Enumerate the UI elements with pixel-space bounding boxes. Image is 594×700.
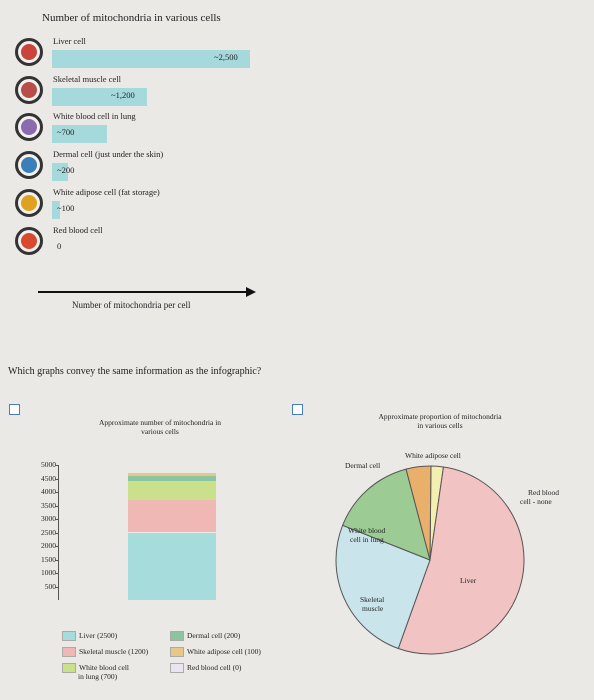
dermal-cell-icon xyxy=(15,151,43,179)
liver-cell-icon xyxy=(15,38,43,66)
red-blood-cell-icon-core xyxy=(21,233,37,249)
infographic-row-value: ~700 xyxy=(57,127,75,137)
legend-label: Skeletal muscle (1200) xyxy=(79,647,149,656)
infographic-bar xyxy=(52,50,250,68)
pie-label-adipose: White adipose cell xyxy=(405,451,461,460)
bar-segment xyxy=(128,475,216,482)
pie-label-wbc-2: cell in lung xyxy=(350,535,384,544)
bar-y-tick-label: 1500 xyxy=(41,554,56,564)
legend-label: Liver (2500) xyxy=(79,631,118,640)
legend-item: in lung (700) xyxy=(78,672,117,681)
bar-y-tick-label: 2500 xyxy=(41,527,56,537)
bar-segment xyxy=(128,532,216,600)
infographic-row-value: ~2,500 xyxy=(214,52,238,62)
pie-label-dermal: Dermal cell xyxy=(345,461,381,470)
legend-swatch xyxy=(170,647,184,657)
infographic-row-value: 0 xyxy=(57,241,62,251)
infographic-row-value: ~1,200 xyxy=(111,90,135,100)
dermal-cell-icon-core xyxy=(21,157,37,173)
adipose-cell-icon xyxy=(15,189,43,217)
bar-y-tick-label: 4000 xyxy=(41,487,56,496)
infographic-row-label: White adipose cell (fat storage) xyxy=(53,187,160,197)
bar-segment xyxy=(128,473,216,476)
bar-y-tick-label: 3000 xyxy=(41,514,56,523)
bar-y-tick-label: 5000 xyxy=(41,460,56,469)
option-1-checkbox[interactable] xyxy=(9,404,20,415)
pie-label-muscle-1: Skeletal xyxy=(360,595,385,604)
infographic-bar xyxy=(52,163,68,181)
infographic-row-label: Skeletal muscle cell xyxy=(53,74,121,84)
legend-label: White adipose cell (100) xyxy=(187,647,261,656)
pie-label-liver: Liver xyxy=(460,576,477,585)
pie-slice xyxy=(341,468,431,561)
legend-item: Skeletal muscle (1200) xyxy=(62,647,148,657)
bar-segment xyxy=(128,481,216,501)
pie-chart xyxy=(335,465,525,655)
bar-y-tick xyxy=(55,478,59,480)
pie-chart-title: Approximate proportion of mitochondria i… xyxy=(378,412,502,430)
legend-swatch xyxy=(62,663,76,673)
infographic-row-label: White blood cell in lung xyxy=(53,111,136,121)
infographic-row-label: Liver cell xyxy=(53,36,86,46)
legend-label: White blood cell xyxy=(79,663,129,672)
legend-item: Dermal cell (200) xyxy=(170,631,240,641)
question-text: Which graphs convey the same information… xyxy=(8,366,262,377)
muscle-cell-icon xyxy=(15,76,43,104)
pie-slice xyxy=(405,465,432,561)
bar-segment xyxy=(128,500,216,533)
bar-y-tick xyxy=(55,573,59,574)
infographic-bar xyxy=(52,125,107,143)
bar-y-tick-label: 4500 xyxy=(41,473,56,483)
pie-label-red-1: Red blood xyxy=(528,488,560,497)
bar-y-tick-label: 2000 xyxy=(41,541,56,550)
infographic-bar xyxy=(52,88,147,106)
pie-label-muscle-2: muscle xyxy=(362,604,384,613)
bar-y-tick-label: 500 xyxy=(44,581,56,591)
legend-label: Dermal cell (200) xyxy=(187,631,241,640)
adipose-cell-icon-core xyxy=(21,195,37,211)
legend-swatch xyxy=(62,647,76,657)
option-2-checkbox[interactable] xyxy=(292,404,303,415)
bar-y-tick xyxy=(55,465,59,466)
legend-label: Red blood cell (0) xyxy=(187,663,242,672)
legend-swatch xyxy=(170,663,184,673)
bar-y-tick xyxy=(55,519,59,520)
bar-y-tick xyxy=(55,559,59,561)
pie-label-wbc-1: White blood xyxy=(348,526,386,535)
infographic-bar xyxy=(52,201,60,219)
infographic-row-label: Red blood cell xyxy=(53,225,103,235)
legend-label: in lung (700) xyxy=(78,672,118,681)
bar-y-tick xyxy=(55,586,59,588)
axis-arrow-head xyxy=(246,287,256,297)
axis-arrow-line xyxy=(38,291,248,293)
axis-caption: Number of mitochondria per cell xyxy=(72,300,191,310)
infographic-title: Number of mitochondria in various cells xyxy=(42,12,221,24)
bar-y-tick xyxy=(55,546,59,547)
legend-item: Liver (2500) xyxy=(62,631,117,641)
red-blood-cell-icon xyxy=(15,227,43,255)
bar-chart-title: Approximate number of mitochondria in va… xyxy=(98,418,222,436)
bar-y-tick-label: 1000 xyxy=(41,568,56,577)
bar-y-tick xyxy=(55,532,59,534)
infographic-row-value: ~100 xyxy=(57,203,75,213)
legend-item: White adipose cell (100) xyxy=(170,647,261,657)
stacked-bar-chart: 5000 4500 4000 3500 3000 2500 2000 1500 1000 500 xyxy=(0,450,270,610)
pie-label-red-2: cell - none xyxy=(520,497,552,506)
legend-swatch xyxy=(62,631,76,641)
muscle-cell-icon-core xyxy=(21,82,37,98)
liver-cell-icon-core xyxy=(21,44,37,60)
white-blood-cell-icon-core xyxy=(21,119,37,135)
legend-swatch xyxy=(170,631,184,641)
pie-slice xyxy=(335,524,431,650)
legend-item: White blood cell xyxy=(62,663,129,673)
bar-y-tick-label: 3500 xyxy=(41,500,56,510)
infographic-row-value: ~200 xyxy=(57,165,75,175)
bar-y-tick xyxy=(55,505,59,507)
legend-item: Red blood cell (0) xyxy=(170,663,241,673)
white-blood-cell-icon xyxy=(15,113,43,141)
bar-y-tick xyxy=(55,492,59,493)
pie-slice xyxy=(397,466,525,655)
infographic-row-label: Dermal cell (just under the skin) xyxy=(53,149,164,159)
